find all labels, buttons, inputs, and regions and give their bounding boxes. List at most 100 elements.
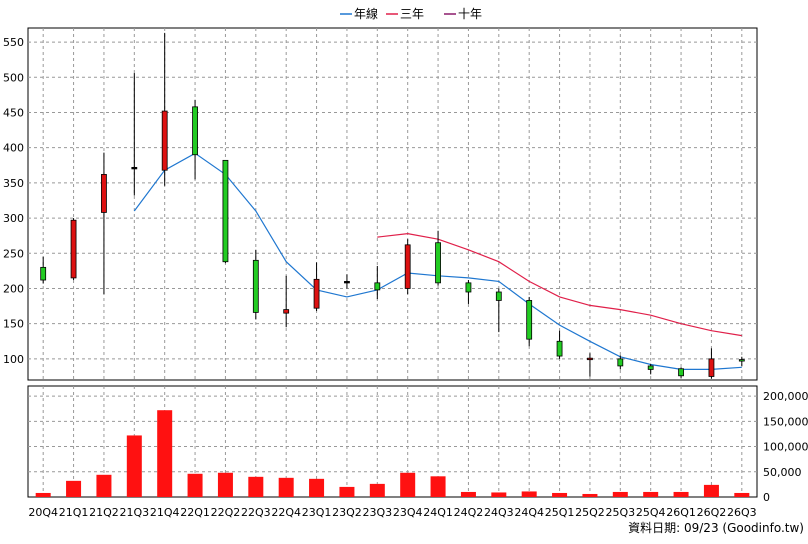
candle-24Q4	[526, 296, 533, 347]
candle-22Q3	[252, 249, 259, 320]
volume-bar-23Q2	[339, 486, 355, 497]
volume-bar-25Q1	[552, 492, 568, 497]
volume-bar-24Q3	[491, 492, 507, 497]
price-tick-label: 550	[3, 36, 24, 49]
volume-bar-26Q2	[703, 484, 719, 497]
volume-bar-21Q4	[157, 410, 173, 497]
candle-26Q2	[708, 348, 715, 379]
volume-bar-26Q3	[734, 492, 750, 497]
x-tick-label: 22Q1	[180, 506, 210, 519]
volume-bar-25Q2	[582, 493, 598, 497]
x-tick-label: 24Q1	[423, 506, 453, 519]
legend-item-1: 年線	[340, 6, 378, 21]
footer-date: 資料日期: 09/23 (Goodinfo.tw)	[628, 521, 804, 535]
candle-20Q4	[40, 256, 47, 284]
candle-25Q4	[647, 363, 654, 375]
legend-label: 三年	[400, 7, 424, 21]
volume-plot-area	[27, 385, 758, 498]
price-tick-label: 100	[3, 353, 24, 366]
candle-23Q2	[344, 274, 350, 289]
x-tick-label: 25Q2	[575, 506, 605, 519]
volume-tick-label: 150,000	[763, 415, 808, 428]
candle-body	[587, 357, 593, 361]
volume-bar-22Q2	[217, 472, 233, 497]
volume-bar-24Q2	[460, 491, 476, 497]
candle-body	[374, 282, 381, 291]
price-plot-area	[27, 27, 758, 381]
candle-body	[161, 110, 168, 171]
volume-bar-21Q1	[66, 480, 82, 497]
volume-bar-24Q1	[430, 476, 446, 497]
candle-body	[252, 259, 259, 313]
candle-21Q4	[161, 32, 168, 186]
price-tick-label: 450	[3, 106, 24, 119]
volume-bar-21Q3	[126, 435, 142, 497]
price-panel: 100 150 200 250 300 350 400 450 500 550	[3, 27, 758, 381]
price-tick-label: 400	[3, 142, 24, 155]
price-tick-label: 500	[3, 71, 24, 84]
candle-25Q2	[587, 353, 593, 377]
volume-bar-25Q3	[612, 491, 628, 497]
volume-tick-label: 0	[763, 491, 770, 504]
candle-21Q1	[70, 218, 77, 281]
candle-22Q4	[283, 275, 290, 328]
candle-22Q2	[222, 159, 229, 264]
volume-panel: 0 50,000 100,000 150,000 200,000	[27, 385, 808, 504]
x-tick-label: 23Q2	[332, 506, 362, 519]
candle-body	[283, 309, 290, 314]
volume-bar-21Q2	[96, 474, 112, 497]
candle-body	[435, 242, 441, 284]
volume-bar-20Q4	[35, 492, 51, 497]
x-tick-label: 24Q4	[514, 506, 544, 519]
volume-tick-label: 50,000	[763, 466, 802, 479]
volume-bar-23Q3	[369, 483, 385, 497]
candle-body	[708, 358, 715, 377]
price-tick-label: 250	[3, 247, 24, 260]
candle-23Q1	[313, 262, 320, 312]
x-tick-label: 22Q2	[211, 506, 241, 519]
candle-body	[313, 278, 320, 309]
price-tick-label: 200	[3, 282, 24, 295]
x-tick-label: 23Q3	[362, 506, 392, 519]
candle-24Q2	[465, 280, 472, 304]
candle-body	[101, 174, 107, 213]
x-tick-label: 24Q2	[454, 506, 484, 519]
volume-bar-24Q4	[521, 491, 537, 497]
x-tick-label: 26Q1	[666, 506, 696, 519]
legend: 年線 三年 十年	[340, 6, 482, 21]
x-tick-label: 20Q4	[28, 506, 58, 519]
candle-body	[344, 281, 350, 284]
candle-21Q2	[101, 152, 107, 295]
x-tick-label: 23Q1	[302, 506, 332, 519]
candle-22Q1	[192, 99, 198, 180]
x-tick-label: 23Q4	[393, 506, 423, 519]
x-tick-label: 22Q4	[271, 506, 301, 519]
candle-23Q4	[404, 239, 411, 295]
price-tick-label: 150	[3, 318, 24, 331]
volume-tick-label: 200,000	[763, 390, 808, 403]
candle-body	[738, 359, 745, 362]
candle-body	[526, 300, 533, 340]
candle-body	[495, 291, 502, 301]
candle-body	[40, 266, 47, 281]
x-tick-label: 26Q3	[727, 506, 757, 519]
candle-body	[192, 106, 198, 156]
candle-body	[556, 340, 563, 357]
legend-label: 十年	[458, 7, 482, 21]
volume-bar-23Q1	[309, 478, 325, 497]
x-tick-label: 21Q1	[59, 506, 89, 519]
price-tick-label: 350	[3, 177, 24, 190]
candle-body	[465, 282, 472, 293]
candle-body	[70, 219, 77, 279]
volume-bar-22Q1	[187, 473, 203, 497]
candle-25Q1	[556, 330, 563, 359]
volume-bar-26Q1	[673, 491, 689, 497]
x-tick-label: 21Q4	[150, 506, 180, 519]
x-tick-label: 21Q3	[119, 506, 149, 519]
legend-item-2: 三年	[386, 7, 424, 21]
candle-25Q3	[617, 355, 624, 370]
price-tick-label: 300	[3, 212, 24, 225]
x-tick-label: 26Q2	[697, 506, 727, 519]
candle-24Q3	[495, 288, 502, 333]
